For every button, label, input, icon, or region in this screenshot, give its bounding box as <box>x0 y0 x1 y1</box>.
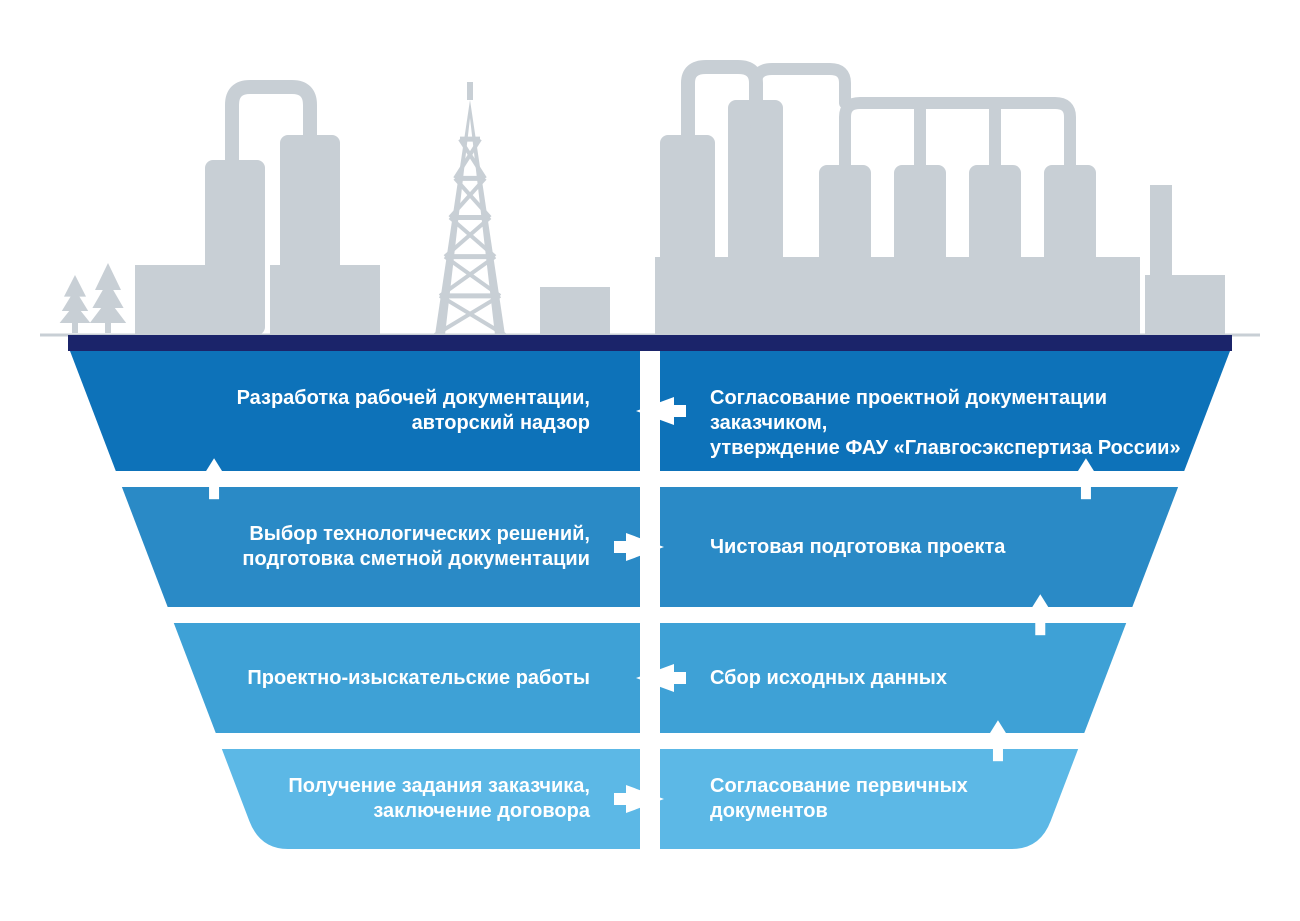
funnel-row-2-right-label: Сбор исходных данных <box>710 666 1085 691</box>
infographic-stage: Разработка рабочей документации, авторск… <box>0 0 1300 921</box>
funnel-row-0-right-label: Согласование проектной документации зака… <box>710 386 1187 461</box>
funnel-row-0-left-label: Разработка рабочей документации, авторск… <box>113 386 590 436</box>
funnel-row-1-left-label: Выбор технологических решений, подготовк… <box>165 522 590 572</box>
funnel-row-3-right-label: Согласование первичных документов <box>710 774 1039 824</box>
funnel-row-1-right-label: Чистовая подготовка проекта <box>710 535 1135 560</box>
funnel-row-3-left-label: Получение задания заказчика, заключение … <box>261 774 590 824</box>
funnel-row-2-left-label: Проектно-изыскательские работы <box>215 666 590 691</box>
